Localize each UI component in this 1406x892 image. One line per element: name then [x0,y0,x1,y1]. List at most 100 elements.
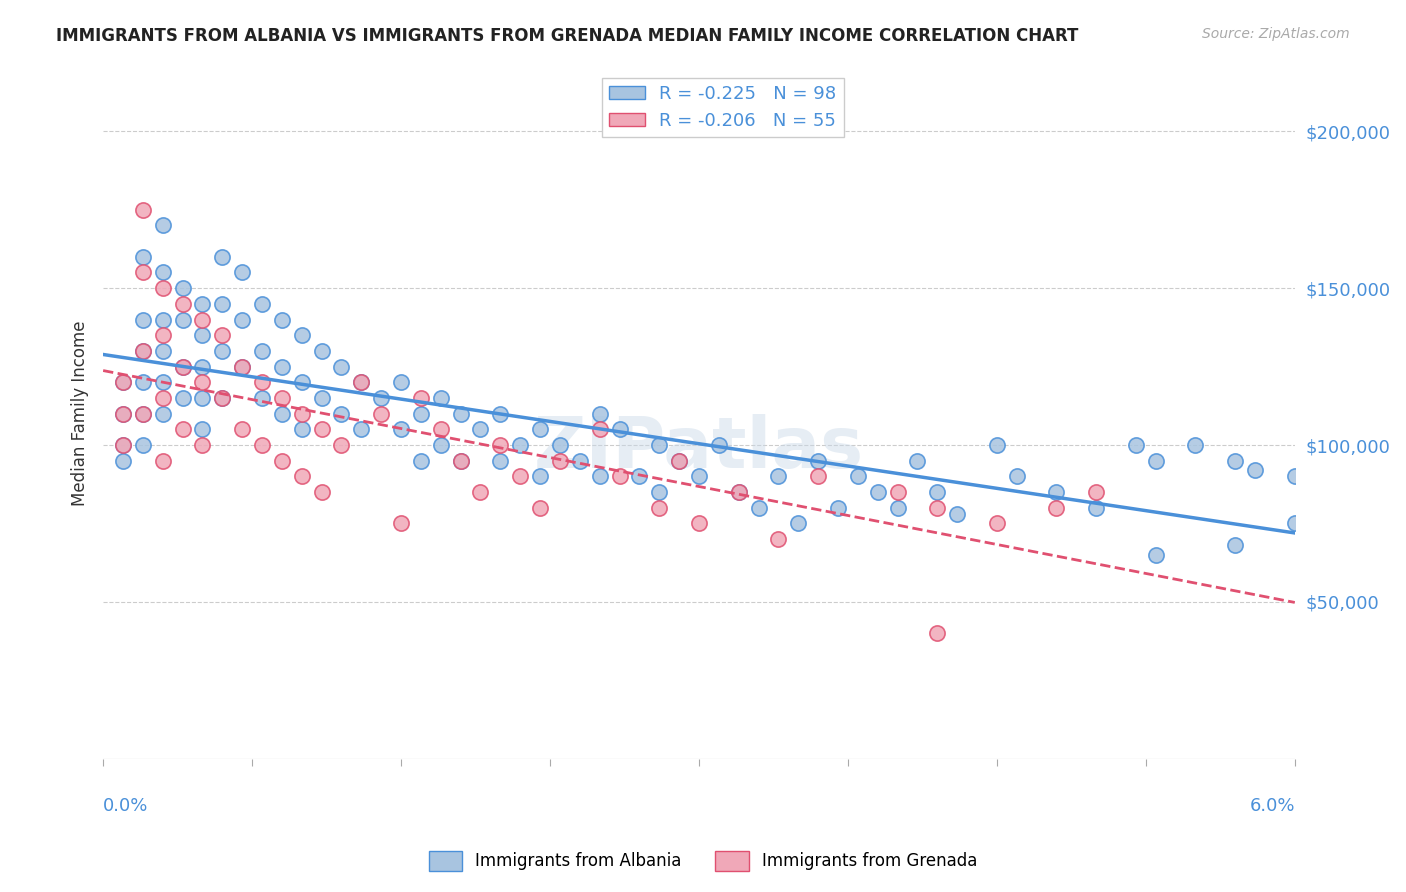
Point [370,407,392,421]
Y-axis label: Median Family Income: Median Family Income [72,321,89,507]
Point [152,219,174,233]
Point [132,202,155,217]
Point [727,485,749,500]
Point [1045,485,1067,500]
Point [628,469,651,483]
Text: ZIPatlas: ZIPatlas [534,414,865,483]
Point [132,407,155,421]
Point [470,422,492,436]
Point [132,376,155,390]
Point [132,312,155,326]
Point [389,422,412,436]
Point [132,407,155,421]
Point [866,485,889,500]
Point [350,422,373,436]
Point [429,422,451,436]
Point [111,453,134,467]
Point [152,343,174,358]
Point [211,328,233,343]
Point [152,281,174,295]
Point [1085,485,1108,500]
Point [152,376,174,390]
Point [389,516,412,531]
Point [172,312,194,326]
Point [152,407,174,421]
Point [152,328,174,343]
Point [291,328,314,343]
Point [668,453,690,467]
Point [191,438,214,452]
Point [648,438,671,452]
Point [846,469,869,483]
Point [330,359,353,374]
Point [191,376,214,390]
Point [231,359,253,374]
Point [191,422,214,436]
Point [152,312,174,326]
Point [291,407,314,421]
Point [191,312,214,326]
Point [250,343,273,358]
Point [111,407,134,421]
Point [270,407,292,421]
Point [172,359,194,374]
Point [172,359,194,374]
Point [807,469,830,483]
Point [111,376,134,390]
Legend: Immigrants from Albania, Immigrants from Grenada: Immigrants from Albania, Immigrants from… [422,844,984,878]
Point [548,438,571,452]
Point [152,453,174,467]
Point [727,485,749,500]
Point [350,376,373,390]
Point [231,265,253,279]
Point [489,407,512,421]
Point [330,407,353,421]
Point [389,376,412,390]
Point [250,376,273,390]
Point [211,343,233,358]
Point [152,265,174,279]
Point [648,500,671,515]
Point [250,438,273,452]
Point [172,281,194,295]
Point [807,453,830,467]
Point [927,626,949,640]
Point [529,469,551,483]
Point [291,469,314,483]
Point [291,422,314,436]
Point [429,438,451,452]
Point [409,453,432,467]
Point [211,391,233,405]
Point [1284,516,1306,531]
Point [1125,438,1147,452]
Point [250,297,273,311]
Point [111,438,134,452]
Point [211,250,233,264]
Text: 6.0%: 6.0% [1250,797,1295,814]
Legend: R = -0.225   N = 98, R = -0.206   N = 55: R = -0.225 N = 98, R = -0.206 N = 55 [602,78,844,137]
Point [688,516,710,531]
Point [946,507,969,521]
Point [172,391,194,405]
Point [409,391,432,405]
Point [270,312,292,326]
Point [1244,463,1267,477]
Point [231,359,253,374]
Point [152,391,174,405]
Point [111,407,134,421]
Point [986,516,1008,531]
Point [609,469,631,483]
Point [588,422,610,436]
Point [509,469,531,483]
Point [986,438,1008,452]
Point [191,391,214,405]
Point [132,250,155,264]
Point [1184,438,1206,452]
Point [609,422,631,436]
Point [311,422,333,436]
Point [747,500,769,515]
Point [291,376,314,390]
Point [311,343,333,358]
Point [450,407,472,421]
Point [668,453,690,467]
